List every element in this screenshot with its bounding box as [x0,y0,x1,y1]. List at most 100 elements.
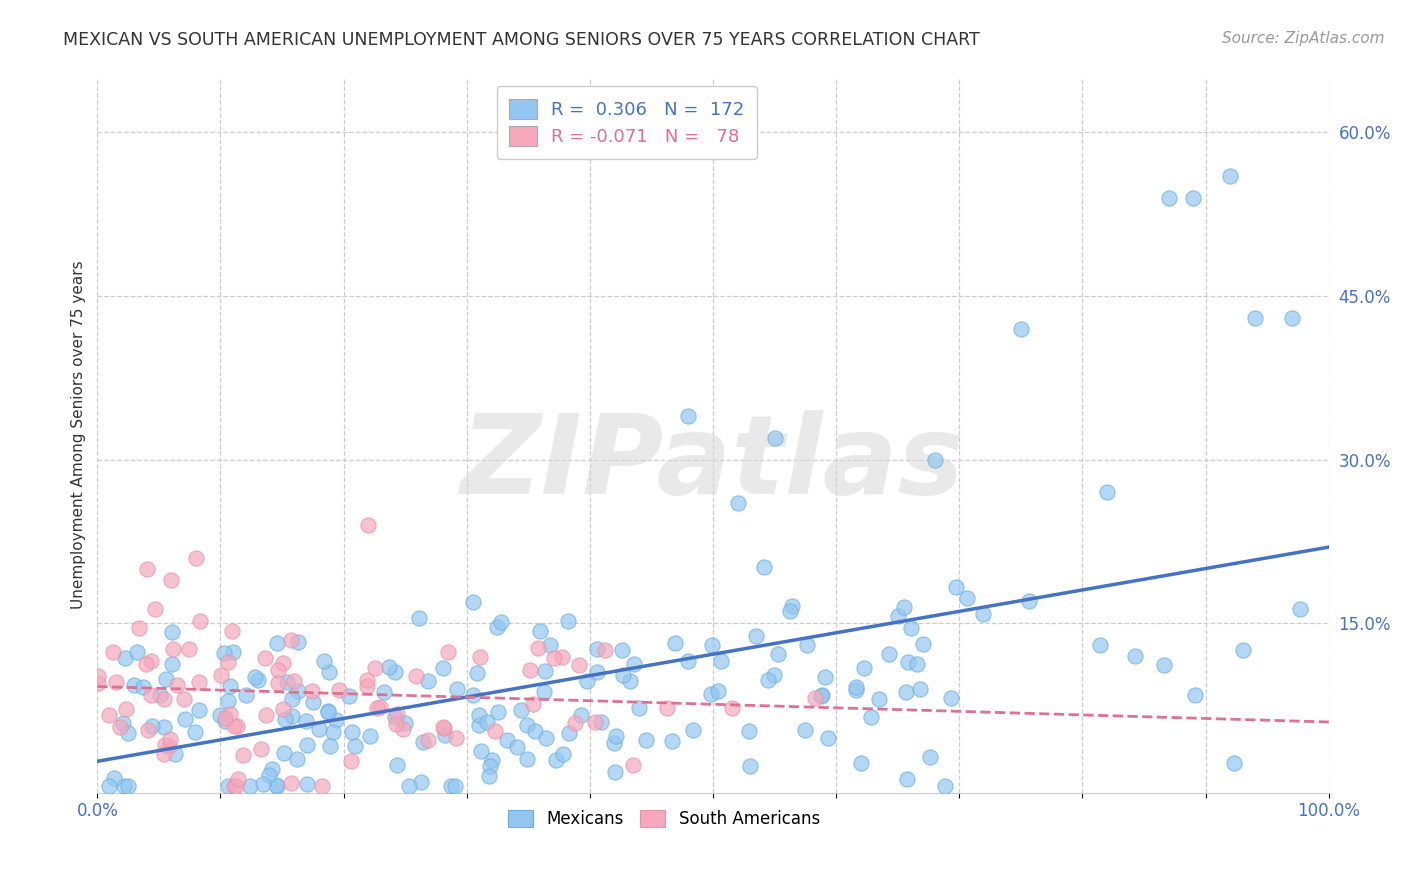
Point [273,747,295,761]
Point [218,679,240,693]
Point [153,692,176,706]
Point [173,691,195,706]
Point [101,645,124,659]
Point [235,688,257,702]
Point [311,779,333,793]
Point [780,599,803,614]
Point [467,708,489,723]
Text: Source: ZipAtlas.com: Source: ZipAtlas.com [1222,31,1385,46]
Point [634,732,657,747]
Point [155,672,177,686]
Point [214,711,236,725]
Point [558,726,581,740]
Point [779,603,801,617]
Point [894,685,917,699]
Y-axis label: Unemployment Among Seniors over 75 years: Unemployment Among Seniors over 75 years [72,260,86,609]
Point [287,683,309,698]
Point [804,691,827,706]
Point [387,707,409,722]
Point [924,452,946,467]
Point [627,701,650,715]
Point [583,714,606,729]
Point [280,633,302,648]
Point [280,692,302,706]
Point [301,684,323,698]
Point [209,667,232,681]
Point [412,735,434,749]
Text: MEXICAN VS SOUTH AMERICAN UNEMPLOYMENT AMONG SENIORS OVER 75 YEARS CORRELATION C: MEXICAN VS SOUTH AMERICAN UNEMPLOYMENT A… [63,31,980,49]
Point [433,728,456,742]
Point [104,675,127,690]
Point [318,665,340,679]
Point [340,755,363,769]
Point [392,722,415,736]
Point [295,777,318,791]
Point [896,772,918,787]
Point [217,779,239,793]
Point [359,729,381,743]
Point [1281,310,1303,325]
Point [972,607,994,621]
Point [281,709,304,723]
Point [533,685,555,699]
Point [274,712,297,726]
Point [208,708,231,723]
Point [707,684,730,698]
Point [738,758,761,772]
Point [897,655,920,669]
Point [1010,321,1032,335]
Point [222,779,245,793]
Point [440,779,463,793]
Point [543,650,565,665]
Point [1244,310,1267,325]
Point [97,779,120,793]
Point [589,714,612,729]
Point [910,681,932,696]
Point [295,714,318,728]
Point [612,668,634,682]
Point [905,657,928,672]
Point [308,722,330,736]
Point [187,703,209,717]
Point [378,660,401,674]
Point [153,738,176,752]
Point [247,673,270,688]
Point [356,673,378,687]
Point [128,622,150,636]
Point [122,678,145,692]
Point [316,704,339,718]
Point [328,683,350,698]
Point [276,674,298,689]
Point [534,731,557,746]
Point [232,748,254,763]
Point [551,747,574,761]
Point [409,775,432,789]
Point [363,661,385,675]
Point [920,749,942,764]
Point [852,660,875,674]
Point [845,682,868,697]
Point [115,702,138,716]
Point [1123,649,1146,664]
Point [911,637,934,651]
Point [141,654,163,668]
Point [217,655,239,669]
Point [384,709,406,723]
Point [893,600,915,615]
Point [859,710,882,724]
Point [433,721,456,735]
Point [661,733,683,747]
Point [103,772,125,786]
Point [605,764,627,779]
Point [295,739,318,753]
Point [225,779,247,793]
Point [357,518,380,533]
Point [266,636,288,650]
Point [135,562,157,576]
Point [432,661,454,675]
Point [576,673,599,688]
Point [568,658,591,673]
Point [436,645,458,659]
Point [470,650,492,665]
Point [356,679,378,693]
